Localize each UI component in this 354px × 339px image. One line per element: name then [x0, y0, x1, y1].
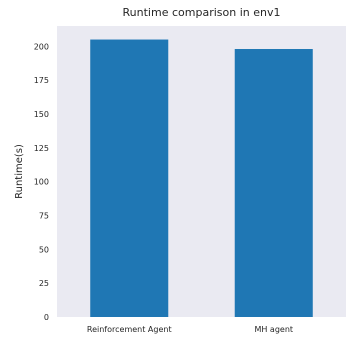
y-tick-label: 0 — [44, 313, 49, 322]
y-tick-label: 175 — [34, 76, 49, 85]
y-tick-label: 125 — [34, 144, 49, 153]
bars — [90, 39, 313, 318]
y-tick-label: 50 — [39, 245, 49, 254]
x-tick-label: MH agent — [254, 325, 293, 334]
bar — [234, 49, 313, 317]
chart-title: Runtime comparison in env1 — [123, 6, 281, 19]
y-tick-label: 150 — [34, 110, 49, 119]
y-tick-label: 200 — [34, 42, 49, 51]
y-axis-ticks: 0 25 50 75 100 125 150 175 200 — [34, 42, 49, 322]
x-axis-ticks: Reinforcement Agent MH agent — [87, 325, 293, 334]
y-tick-label: 25 — [39, 279, 49, 288]
y-tick-label: 75 — [39, 211, 49, 220]
x-tick-label: Reinforcement Agent — [87, 325, 172, 334]
y-tick-label: 100 — [34, 178, 49, 187]
bar — [90, 39, 169, 318]
y-axis-label: Runtime(s) — [14, 144, 25, 199]
